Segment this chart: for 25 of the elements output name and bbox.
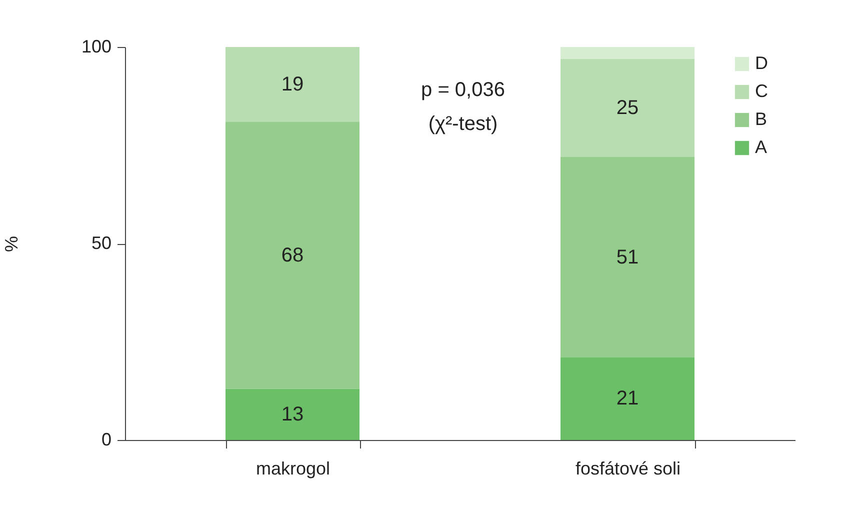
annotation: p = 0,036 (421, 79, 505, 101)
y-tick-label: 50 (91, 233, 112, 253)
legend-label: D (755, 53, 768, 73)
bar (226, 388, 360, 440)
data-label: 19 (281, 73, 304, 96)
data-label: 68 (281, 244, 304, 266)
y-tick-label: 100 (81, 36, 112, 56)
bar (226, 47, 360, 122)
data-label: 13 (281, 403, 304, 426)
data-label: 25 (616, 96, 639, 119)
legend-label: B (755, 109, 768, 129)
legend-label: C (755, 81, 768, 101)
bar (226, 122, 360, 389)
bar (560, 357, 694, 440)
bar (560, 157, 694, 358)
bar (560, 58, 694, 158)
data-label: 51 (616, 246, 639, 268)
y-tick-label: 0 (101, 430, 112, 450)
data-label: 21 (616, 388, 639, 410)
annotation: (χ²-test) (428, 113, 498, 135)
legend-label: A (755, 137, 768, 157)
x-tick-label: fosfátové soli (575, 458, 681, 478)
y-axis-title: % (1, 236, 22, 252)
bar (560, 47, 694, 59)
x-tick-label: makrogol (256, 458, 330, 478)
